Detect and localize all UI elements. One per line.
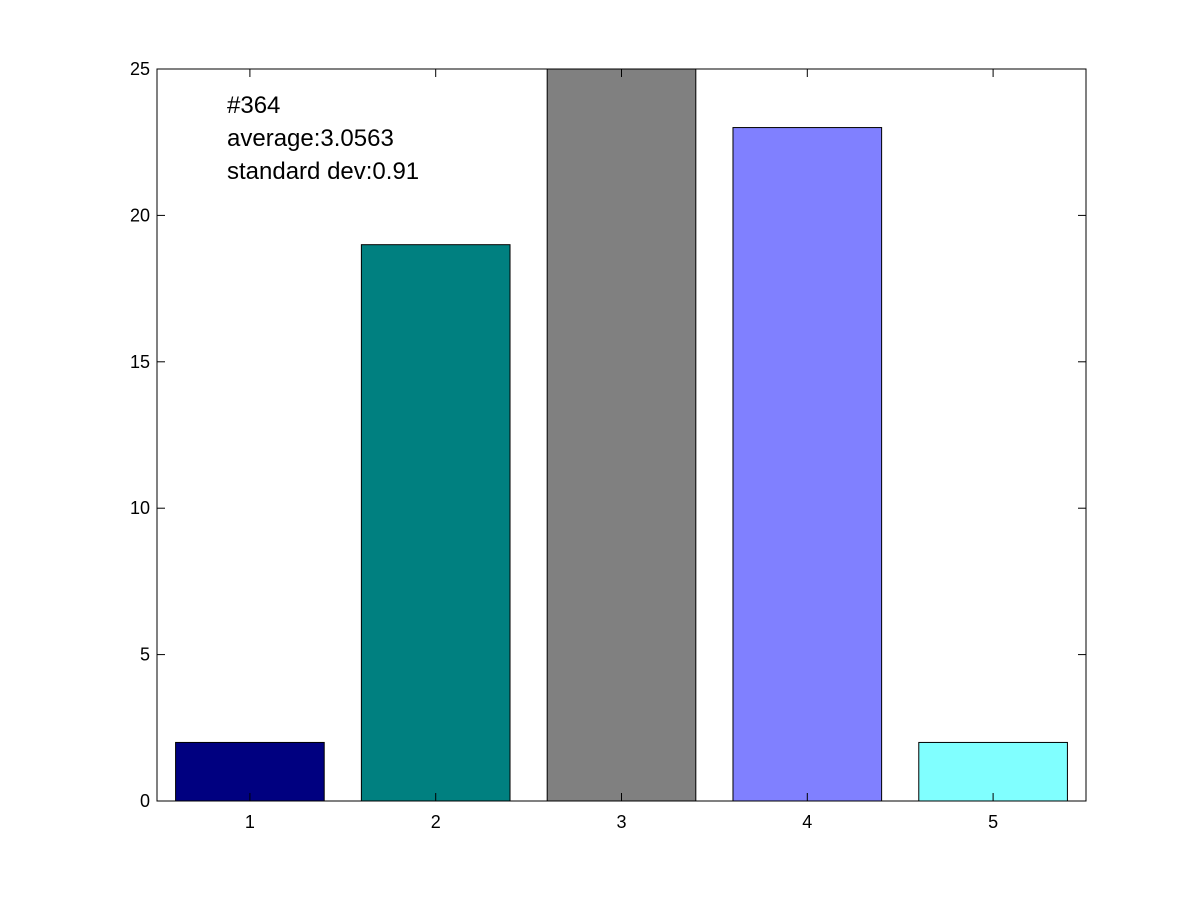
- bar-3: [546, 68, 697, 802]
- x-tick-label-3: 3: [616, 812, 626, 832]
- bar-2: [360, 244, 511, 802]
- x-tick-label-5: 5: [988, 812, 998, 832]
- plot-frame: [156, 68, 1087, 802]
- bar-4: [732, 127, 883, 802]
- x-tick-label-2: 2: [431, 812, 441, 832]
- x-tick-label-1: 1: [245, 812, 255, 832]
- bar-1: [175, 741, 325, 802]
- annotation-text: #364 average:3.0563 standard dev:0.91: [227, 92, 419, 185]
- bar-5: [918, 741, 1068, 802]
- annotation-line-id: #364: [227, 92, 280, 119]
- annotation-line-std-dev: standard dev:0.91: [227, 158, 419, 185]
- y-tick-label-25: 25: [130, 59, 150, 79]
- y-tick-label-0: 0: [140, 791, 150, 811]
- annotation-line-average: average:3.0563: [227, 125, 394, 152]
- y-tick-label-20: 20: [130, 205, 150, 225]
- y-tick-label-5: 5: [140, 645, 150, 665]
- x-tick-label-4: 4: [802, 812, 812, 832]
- y-tick-label-15: 15: [130, 352, 150, 372]
- y-tick-label-10: 10: [130, 498, 150, 518]
